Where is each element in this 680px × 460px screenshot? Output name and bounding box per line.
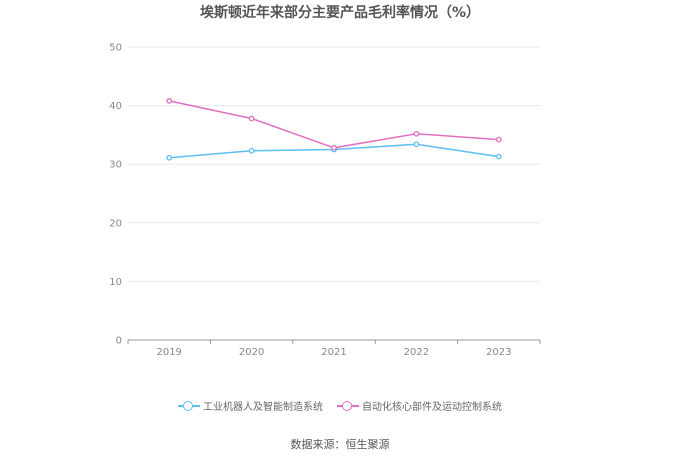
- y-tick-label: 40: [109, 101, 122, 112]
- x-tick-label: 2022: [404, 347, 429, 358]
- y-tick-label: 10: [109, 277, 122, 288]
- series-2-point[interactable]: [248, 115, 255, 122]
- legend: 工业机器人及智能制造系统 自动化核心部件及运动控制系统: [0, 398, 680, 413]
- data-source: 数据来源：恒生聚源: [290, 438, 390, 451]
- series-2-point[interactable]: [331, 144, 337, 151]
- legend-marker-icon: [337, 400, 359, 412]
- series-1-point[interactable]: [413, 141, 420, 148]
- series-2-point[interactable]: [166, 98, 173, 104]
- x-tick-label: 2021: [321, 347, 346, 358]
- series-1-point[interactable]: [495, 153, 502, 160]
- x-tick-label: 2023: [486, 347, 511, 358]
- y-tick-label: 30: [109, 160, 122, 171]
- chart-title: 埃斯顿近年来部分主要产品毛利率情况（%）: [199, 5, 481, 21]
- series-1-point[interactable]: [248, 147, 255, 154]
- y-tick-label: 50: [109, 43, 122, 54]
- legend-item-series-1[interactable]: 工业机器人及智能制造系统: [178, 398, 323, 413]
- x-tick-label: 2020: [239, 347, 264, 358]
- y-tick-label: 20: [109, 218, 122, 229]
- x-tick-label: 2019: [156, 347, 181, 358]
- legend-label: 自动化核心部件及运动控制系统: [362, 402, 502, 413]
- legend-label: 工业机器人及智能制造系统: [203, 402, 323, 413]
- y-tick-label: 0: [116, 336, 122, 347]
- series-2-point[interactable]: [413, 130, 420, 137]
- legend-marker-icon: [178, 400, 200, 412]
- series-line-2: [169, 100, 499, 149]
- legend-item-series-2[interactable]: 自动化核心部件及运动控制系统: [337, 398, 502, 413]
- series-2-point[interactable]: [495, 136, 502, 143]
- series-1-point[interactable]: [166, 154, 173, 161]
